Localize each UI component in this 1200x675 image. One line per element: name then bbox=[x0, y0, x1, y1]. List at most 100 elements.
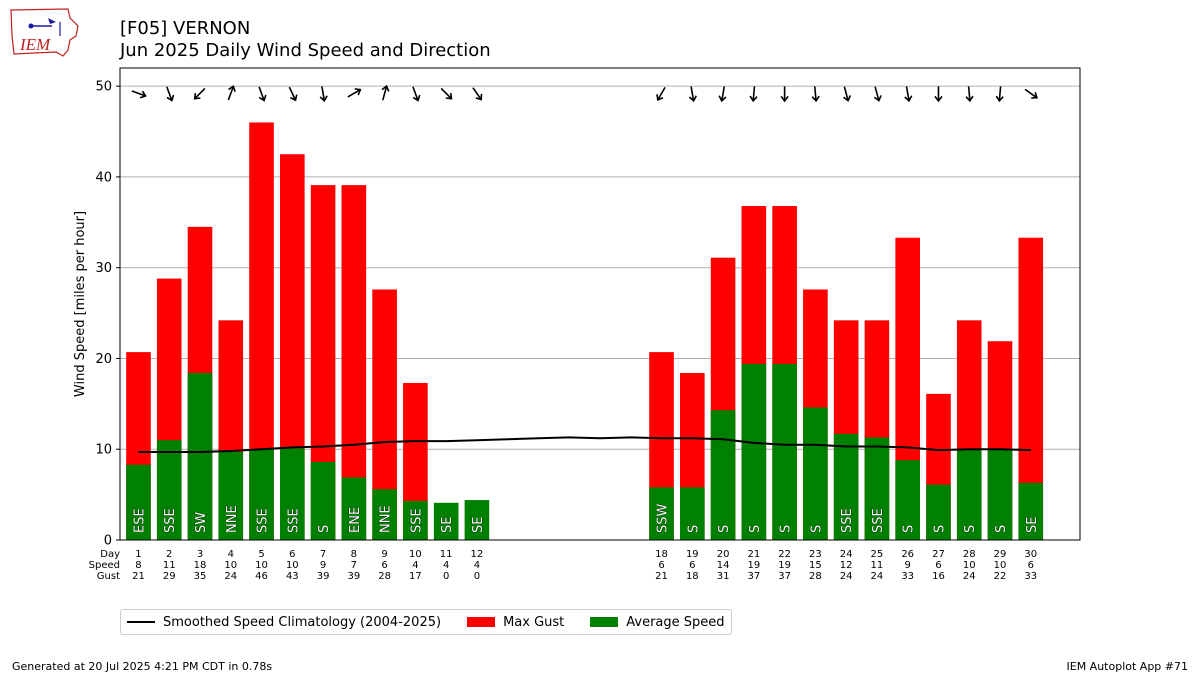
direction-label: SSE bbox=[871, 508, 886, 533]
x-tick-gust: 24 bbox=[871, 571, 884, 582]
wind-arrow bbox=[440, 87, 453, 100]
direction-label: NNE bbox=[225, 505, 240, 533]
direction-label: SSE bbox=[840, 508, 855, 533]
x-tick-speed: 18 bbox=[194, 560, 207, 571]
wind-arrow bbox=[166, 86, 175, 102]
x-tick-day: 12 bbox=[471, 549, 484, 560]
x-tick-speed: 19 bbox=[747, 560, 760, 571]
y-tick-label: 20 bbox=[95, 352, 112, 367]
x-tick-gust: 43 bbox=[286, 571, 299, 582]
x-tick-day: 28 bbox=[963, 549, 976, 560]
x-tick-gust: 28 bbox=[809, 571, 822, 582]
x-tick-speed: 10 bbox=[994, 560, 1007, 571]
bar-average bbox=[187, 372, 213, 540]
x-tick-gust: 24 bbox=[224, 571, 237, 582]
x-tick-day: 8 bbox=[351, 549, 357, 560]
arrow-head bbox=[780, 95, 789, 103]
direction-label: S bbox=[902, 525, 917, 533]
x-tick-gust: 18 bbox=[686, 571, 699, 582]
direction-label: S bbox=[809, 525, 824, 533]
wind-arrow bbox=[193, 87, 206, 100]
wind-arrow bbox=[934, 86, 943, 103]
legend-label-climatology: Smoothed Speed Climatology (2004-2025) bbox=[163, 614, 442, 630]
x-tick-gust: 0 bbox=[443, 571, 449, 582]
arrow-shaft bbox=[194, 87, 206, 99]
bar-average bbox=[310, 461, 336, 540]
direction-label: S bbox=[963, 525, 978, 533]
x-tick-gust: 39 bbox=[347, 571, 360, 582]
x-tick-speed: 11 bbox=[163, 560, 176, 571]
x-tick-day: 18 bbox=[655, 549, 668, 560]
arrow-shaft bbox=[472, 87, 482, 100]
direction-label: NNE bbox=[379, 505, 394, 533]
wind-arrow bbox=[656, 86, 666, 102]
y-tick-label: 40 bbox=[95, 170, 112, 185]
direction-label: SSE bbox=[256, 508, 271, 533]
bar-average bbox=[341, 477, 367, 540]
x-tick-day: 7 bbox=[320, 549, 326, 560]
direction-label: SSE bbox=[409, 508, 424, 533]
x-tick-gust: 33 bbox=[1024, 571, 1037, 582]
x-tick-day: 27 bbox=[932, 549, 945, 560]
x-tick-speed: 12 bbox=[840, 560, 853, 571]
x-tick-speed: 6 bbox=[381, 560, 387, 571]
x-tick-day: 25 bbox=[871, 549, 884, 560]
legend: Smoothed Speed Climatology (2004-2025) M… bbox=[120, 609, 732, 635]
wind-vane-shape bbox=[48, 18, 56, 24]
x-tick-day: 23 bbox=[809, 549, 822, 560]
chart-title-station: [F05] VERNON bbox=[120, 18, 251, 39]
arrow-head bbox=[1031, 92, 1038, 99]
bar-average bbox=[710, 410, 736, 540]
direction-label: ESE bbox=[132, 508, 147, 533]
x-tick-day: 5 bbox=[258, 549, 264, 560]
wind-arrow bbox=[472, 87, 483, 101]
x-tick-gust: 21 bbox=[655, 571, 668, 582]
iowa-outline-shape bbox=[10, 8, 79, 57]
bar-average bbox=[464, 500, 490, 540]
arrow-shaft bbox=[440, 87, 452, 99]
arrow-head bbox=[904, 95, 913, 103]
legend-swatch-average bbox=[590, 617, 619, 627]
arrow-head bbox=[688, 95, 697, 103]
wind-arrow bbox=[347, 88, 362, 98]
x-tick-speed: 6 bbox=[935, 560, 941, 571]
y-tick-label: 10 bbox=[95, 443, 112, 458]
bar-average bbox=[1018, 482, 1044, 540]
bar-average bbox=[956, 450, 982, 540]
legend-item-gust: Max Gust bbox=[467, 615, 564, 630]
legend-swatch-climatology bbox=[127, 621, 155, 623]
x-tick-day: 11 bbox=[440, 549, 453, 560]
legend-swatch-gust bbox=[467, 617, 496, 627]
wind-chart: ESE SSE SW NNE SSE SSE S ENE NNE SSE SE SE SSW S S S S S S… bbox=[73, 67, 1081, 582]
direction-label: SSW bbox=[656, 503, 671, 533]
x-tick-speed: 10 bbox=[286, 560, 299, 571]
x-tick-speed: 10 bbox=[224, 560, 237, 571]
x-tick-speed: 6 bbox=[658, 560, 664, 571]
x-tick-day: 22 bbox=[778, 549, 791, 560]
arrow-shaft bbox=[347, 89, 361, 98]
wind-arrow bbox=[288, 86, 298, 102]
wind-arrow bbox=[412, 86, 421, 102]
wind-arrow bbox=[718, 86, 727, 103]
climatology-layer bbox=[138, 436, 1031, 453]
x-tick-day: 20 bbox=[717, 549, 730, 560]
arrow-shaft bbox=[1024, 88, 1037, 99]
iem-logo-graphic: IEM bbox=[10, 8, 79, 57]
arrow-shaft bbox=[690, 86, 695, 101]
direction-arrows bbox=[131, 84, 1038, 103]
direction-label: SE bbox=[440, 517, 455, 533]
wind-arrow bbox=[1024, 88, 1038, 99]
arrow-head bbox=[934, 95, 943, 103]
arrow-head bbox=[354, 88, 362, 96]
x-tick-gust: 37 bbox=[778, 571, 791, 582]
bar-average bbox=[987, 449, 1013, 540]
x-tick-speed: 9 bbox=[905, 560, 911, 571]
arrow-head bbox=[258, 94, 267, 102]
x-row-label: Gust bbox=[97, 571, 120, 582]
x-tick-speed: 15 bbox=[809, 560, 822, 571]
x-tick-day: 19 bbox=[686, 549, 699, 560]
x-tick-speed: 4 bbox=[412, 560, 418, 571]
bar-average bbox=[833, 433, 859, 540]
y-tick-label: 30 bbox=[95, 261, 112, 276]
arrow-shaft bbox=[905, 86, 910, 101]
